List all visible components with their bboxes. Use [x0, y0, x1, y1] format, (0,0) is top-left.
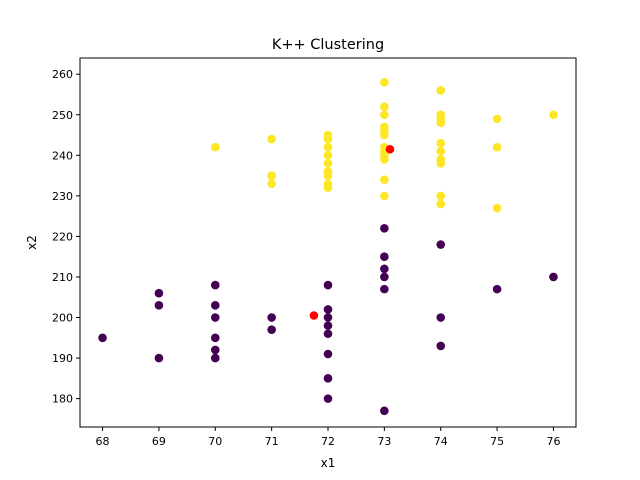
- data-point: [436, 199, 446, 209]
- data-point: [380, 78, 389, 87]
- x-tick-label: 72: [321, 435, 335, 448]
- y-tick-label: 260: [52, 68, 73, 81]
- x-tick-label: 75: [490, 435, 504, 448]
- data-point: [323, 183, 333, 193]
- data-point: [436, 159, 446, 168]
- data-point: [436, 138, 446, 148]
- x-tick-label: 74: [434, 435, 448, 448]
- data-point: [436, 240, 446, 249]
- y-tick-label: 230: [52, 190, 73, 203]
- centroid-point: [309, 311, 319, 320]
- data-point: [98, 333, 107, 343]
- data-point: [267, 325, 276, 334]
- data-point: [154, 301, 164, 310]
- y-tick-label: 250: [52, 109, 73, 122]
- y-tick-label: 240: [52, 149, 73, 162]
- y-axis-label: x2: [25, 235, 39, 250]
- points-layer: [98, 78, 558, 416]
- data-point: [380, 252, 389, 261]
- data-point: [380, 110, 389, 120]
- data-point: [436, 191, 446, 201]
- data-point: [267, 171, 276, 180]
- data-point: [492, 203, 502, 213]
- data-point: [154, 288, 164, 298]
- data-point: [267, 134, 276, 144]
- plot-area: [80, 58, 576, 427]
- data-point: [436, 86, 446, 95]
- data-point: [323, 329, 333, 339]
- data-point: [380, 406, 389, 416]
- x-tick-label: 69: [152, 435, 166, 448]
- data-point: [210, 142, 220, 152]
- y-tick-label: 220: [52, 230, 73, 243]
- data-point: [323, 134, 333, 144]
- x-axis-label: x1: [321, 456, 336, 470]
- x-tick-label: 68: [96, 435, 110, 448]
- data-point: [154, 353, 164, 363]
- data-point: [549, 272, 558, 282]
- centroid-point: [385, 144, 395, 154]
- data-point: [267, 179, 276, 188]
- data-point: [323, 374, 333, 383]
- x-axis: 68 69 70 71 72 73 74 75 76: [96, 427, 560, 448]
- data-point: [380, 102, 389, 111]
- data-point: [210, 345, 220, 355]
- data-point: [323, 142, 333, 152]
- data-point: [267, 313, 276, 322]
- data-point: [210, 333, 220, 343]
- data-point: [323, 159, 333, 168]
- data-point: [436, 146, 446, 156]
- data-point: [210, 313, 220, 322]
- data-point: [549, 110, 558, 120]
- x-tick-label: 76: [546, 435, 560, 448]
- data-point: [323, 313, 333, 322]
- y-axis: 180 190 200 210 220 230 240 250 260: [52, 68, 80, 406]
- x-tick-label: 70: [208, 435, 222, 448]
- y-tick-label: 190: [52, 352, 73, 365]
- data-point: [380, 284, 389, 294]
- data-point: [323, 349, 333, 359]
- data-point: [380, 130, 389, 140]
- data-point: [210, 301, 220, 310]
- data-point: [380, 155, 389, 164]
- data-point: [492, 142, 502, 152]
- chart-title: K++ Clustering: [272, 37, 384, 53]
- y-tick-label: 210: [52, 271, 73, 284]
- data-point: [492, 284, 502, 294]
- data-point: [380, 175, 389, 184]
- y-tick-label: 200: [52, 312, 73, 325]
- data-point: [323, 171, 333, 180]
- data-point: [323, 305, 333, 314]
- data-point: [436, 341, 446, 351]
- data-point: [380, 191, 389, 201]
- data-point: [210, 353, 220, 363]
- data-point: [380, 224, 389, 233]
- x-tick-label: 73: [377, 435, 391, 448]
- x-tick-label: 71: [265, 435, 279, 448]
- data-point: [210, 280, 220, 290]
- data-point: [380, 264, 389, 274]
- data-point: [436, 118, 446, 128]
- data-point: [323, 280, 333, 290]
- data-point: [323, 321, 333, 330]
- data-point: [380, 272, 389, 282]
- data-point: [492, 114, 502, 124]
- data-point: [323, 151, 333, 160]
- data-point: [436, 313, 446, 322]
- data-point: [323, 394, 333, 403]
- y-tick-label: 180: [52, 393, 73, 406]
